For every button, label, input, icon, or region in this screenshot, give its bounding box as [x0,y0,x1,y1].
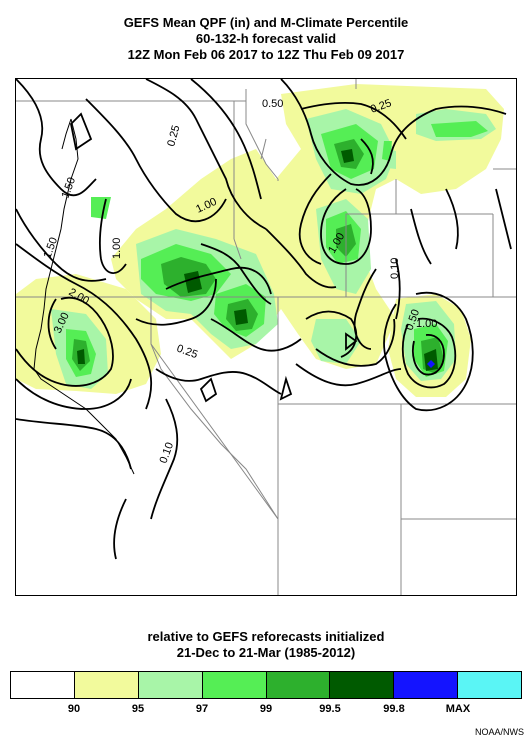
coastline [33,118,135,475]
contour-label: 0.10 [389,258,401,279]
contour-label: 1.50 [42,236,61,260]
reforecast-subtitle-line-1: relative to GEFS reforecasts initialized [147,629,385,644]
contour-label: 0.25 [165,124,182,148]
qpf-contours [16,79,512,560]
legend-swatch [11,672,75,698]
legend-tick-label: 99.8 [383,703,405,715]
map-title-line-3: 12Z Mon Feb 06 2017 to 12Z Thu Feb 09 20… [127,47,405,62]
contour-label: 0.25 [175,343,199,362]
map-title-line-2: 60-132-h forecast valid [195,31,337,46]
contour-label: 1.00 [416,318,437,330]
map-title-line-1: GEFS Mean QPF (in) and M-Climate Percent… [123,15,409,30]
contour-label: 0.50 [262,98,283,110]
shading-max [427,360,435,368]
legend-tick-label: 90 [67,703,81,715]
qpf-map: 0.50 0.25 0.25 1.50 1.00 1.00 1.50 1.00 … [15,78,517,596]
legend-swatch [138,672,203,698]
map-canvas: 0.50 0.25 0.25 1.50 1.00 1.00 1.50 1.00 … [16,79,516,595]
legend-swatch [74,672,139,698]
legend-swatch [266,672,331,698]
contour-label: 1.50 [60,176,79,200]
legend-tick-label: 95 [131,703,145,715]
legend-tick-label: 99.5 [319,703,341,715]
state-borders [16,79,516,595]
reforecast-subtitle-line-2: 21-Dec to 21-Mar (1985-2012) [176,645,356,660]
legend-tick-label: MAX [445,703,471,715]
legend-tick-label: 99 [259,703,273,715]
legend-swatch [394,672,459,698]
noaa-credit: NOAA/NWS [474,727,524,737]
percentile-legend [10,671,522,699]
legend-swatch [458,672,521,698]
contour-label: 1.00 [111,238,123,259]
legend-swatch [202,672,267,698]
legend-tick-label: 97 [195,703,209,715]
legend-swatch [330,672,395,698]
